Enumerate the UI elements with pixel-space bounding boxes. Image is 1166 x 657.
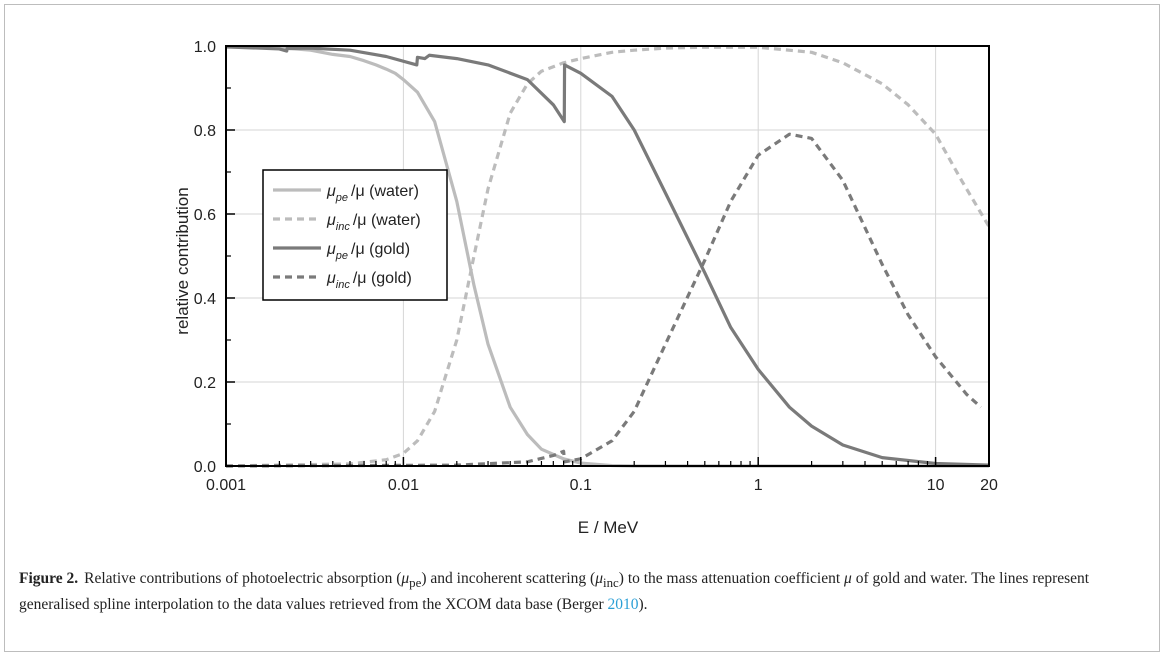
caption-text-2: ) and incoherent scattering ( bbox=[421, 570, 596, 587]
y-tick-label: 0.6 bbox=[194, 207, 216, 224]
y-tick-label: 1.0 bbox=[194, 39, 216, 56]
y-tick-label: 0.4 bbox=[194, 291, 216, 308]
legend-label-3: μpe/μ (gold) bbox=[326, 241, 410, 262]
data-curves bbox=[225, 45, 991, 468]
caption-text-5: ). bbox=[638, 596, 648, 614]
x-tick-label: 0.001 bbox=[206, 477, 246, 494]
legend-label-4: μinc/μ (gold) bbox=[326, 270, 412, 291]
caption-mu-3: μ bbox=[844, 570, 852, 587]
caption-text-3: ) to the mass attenuation coefficient bbox=[618, 570, 845, 587]
caption-mu-2: μ bbox=[595, 570, 603, 587]
x-axis-label: E / MeV bbox=[578, 518, 639, 537]
figure-label: Figure 2. bbox=[19, 570, 79, 587]
legend: μpe/μ (water) μinc/μ (water) μpe/μ (gold) μ… bbox=[262, 169, 448, 301]
y-axis-label: relative contribution bbox=[173, 187, 192, 334]
figure-caption: Figure 2. Relative contributions of photo… bbox=[19, 568, 1139, 616]
y-tick-label: 0.8 bbox=[194, 123, 216, 140]
caption-sub-1: pe bbox=[409, 575, 422, 591]
legend-box bbox=[262, 169, 448, 301]
x-tick-label: 0.01 bbox=[388, 477, 419, 494]
caption-sub-2: inc bbox=[603, 575, 619, 591]
legend-label-2: μinc/μ (water) bbox=[326, 212, 421, 233]
x-tick-label: 10 bbox=[927, 477, 945, 494]
y-tick-label: 0.0 bbox=[194, 459, 216, 476]
caption-text-1: Relative contributions of photoelectric … bbox=[84, 570, 402, 587]
x-tick-label: 1 bbox=[754, 477, 763, 494]
citation-link[interactable]: 2010 bbox=[607, 596, 639, 614]
caption-text-4: of gold and water. The lines represent g… bbox=[19, 570, 1090, 614]
series-line-3 bbox=[225, 45, 990, 467]
caption-mu-1: μ bbox=[401, 570, 410, 587]
axes: 0.001 0.01 0.1 1 10 20 0.0 0.2 0.4 0.6 0.8 1.0 bbox=[194, 39, 998, 494]
series-line-2 bbox=[225, 45, 991, 468]
x-tick-label: 20 bbox=[980, 477, 998, 494]
y-tick-label: 0.2 bbox=[194, 375, 216, 392]
legend-label-1: μpe/μ (water) bbox=[326, 183, 419, 204]
series-line-4 bbox=[225, 132, 982, 468]
x-tick-label: 0.1 bbox=[570, 477, 592, 494]
chart: 0.001 0.01 0.1 1 10 20 0.0 0.2 0.4 0.6 0.8 1.0 E / … bbox=[173, 39, 998, 537]
figure-frame: 0.001 0.01 0.1 1 10 20 0.0 0.2 0.4 0.6 0.8 1.0 E / … bbox=[4, 4, 1160, 652]
